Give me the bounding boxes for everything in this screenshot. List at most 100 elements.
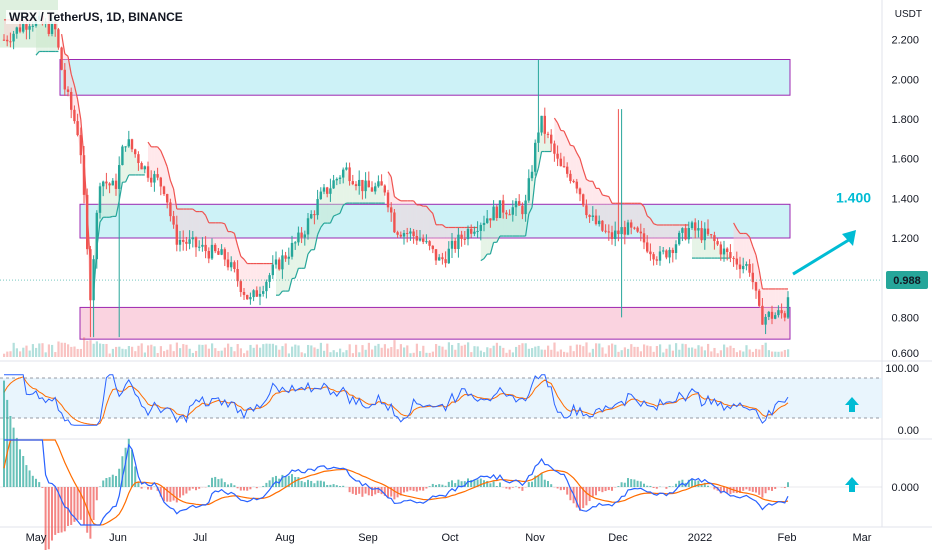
macd-histogram-bar (544, 480, 546, 487)
candle-body (342, 170, 344, 178)
macd-histogram-bar (627, 478, 629, 487)
macd-histogram-bar (489, 483, 491, 487)
macd-histogram-bar (771, 487, 773, 491)
candle-body (499, 200, 501, 218)
candle-body (22, 24, 24, 32)
volume-bar (665, 349, 667, 357)
volume-bar (371, 349, 373, 357)
rsi-pane[interactable] (0, 375, 882, 425)
candle-body (579, 189, 581, 195)
volume-bar (22, 348, 24, 357)
candle-body (515, 201, 517, 207)
price-tick-label: 2.200 (891, 35, 919, 47)
candle-body (64, 70, 66, 90)
volume-bar (509, 350, 511, 357)
candle-body (483, 223, 485, 225)
macd-histogram-bar (633, 479, 635, 487)
macd-histogram-bar (41, 487, 43, 488)
macd-histogram-bar (528, 482, 530, 487)
macd-histogram-bar (640, 481, 642, 487)
macd-histogram-bar (22, 456, 24, 487)
candle-body (518, 201, 520, 205)
volume-bar (774, 352, 776, 357)
macd-histogram-bar (173, 487, 175, 500)
candle-body (368, 181, 370, 188)
volume-bar (195, 351, 197, 357)
zone-resistance-upper (60, 60, 790, 96)
candle-body (464, 239, 466, 240)
price-tick-label: 0.600 (891, 348, 919, 360)
macd-histogram-bar (784, 487, 786, 488)
candle-body (124, 146, 126, 147)
macd-histogram-bar (707, 486, 709, 487)
macd-histogram-bar (541, 473, 543, 487)
candle-body (185, 242, 187, 244)
price-pane[interactable]: 1.400 (0, 0, 932, 527)
macd-histogram-bar (102, 481, 104, 487)
macd-histogram-bar (787, 482, 789, 487)
volume-bar (83, 337, 85, 357)
macd-histogram-bar (368, 487, 370, 495)
candle-body (249, 297, 251, 299)
candle-body (371, 187, 373, 191)
candle-body (60, 48, 62, 70)
rsi-tick-label: 0.00 (898, 425, 919, 437)
macd-histogram-bar (531, 482, 533, 487)
candle-body (595, 216, 597, 225)
candle-body (592, 216, 594, 217)
volume-bar (595, 343, 597, 357)
volume-bar (425, 353, 427, 357)
candle-body (457, 235, 459, 249)
macd-histogram-bar (118, 469, 120, 487)
price-axis[interactable]: 2.2002.0001.8001.6001.4001.2001.0000.800… (885, 35, 928, 494)
candle-body (633, 228, 635, 229)
candle-body (425, 241, 427, 242)
candle-body (448, 249, 450, 263)
volume-bar (41, 343, 43, 357)
volume-bar (486, 347, 488, 357)
volume-bar (86, 341, 88, 357)
macd-histogram-bar (736, 487, 738, 493)
volume-bar (115, 347, 117, 357)
macd-histogram-bar (451, 480, 453, 487)
volume-bar (345, 350, 347, 357)
macd-histogram-bar (768, 487, 770, 490)
volume-bar (777, 352, 779, 357)
volume-bar (771, 352, 773, 357)
candle-body (524, 201, 526, 215)
candle-body (336, 179, 338, 180)
candle-body (428, 241, 430, 246)
volume-bar (550, 350, 552, 357)
candle-body (19, 27, 21, 31)
macd-histogram-bar (313, 483, 315, 487)
candle-body (188, 239, 190, 244)
volume-bar (419, 351, 421, 357)
macd-histogram-bar (320, 481, 322, 487)
volume-bar (697, 345, 699, 357)
volume-bar (688, 348, 690, 357)
macd-histogram-bar (387, 487, 389, 498)
volume-bar (685, 344, 687, 357)
macd-histogram-bar (3, 381, 5, 487)
volume-bar (57, 341, 59, 357)
volume-bar (723, 345, 725, 357)
volume-bar (560, 350, 562, 357)
macd-histogram-bar (352, 487, 354, 494)
projection-arrow (793, 238, 852, 274)
candle-body (288, 257, 290, 259)
volume-bar (429, 353, 431, 357)
candle-body (339, 178, 341, 179)
candle-body (771, 312, 773, 319)
volume-bar (441, 347, 443, 357)
volume-bar (208, 349, 210, 357)
macd-histogram-bar (496, 486, 498, 487)
macd-histogram-bar (560, 487, 562, 490)
macd-histogram-bar (403, 487, 405, 492)
volume-bar (109, 354, 111, 357)
volume-bar (105, 344, 107, 357)
volume-bar (569, 346, 571, 357)
macd-histogram-bar (675, 484, 677, 487)
candle-body (329, 188, 331, 193)
